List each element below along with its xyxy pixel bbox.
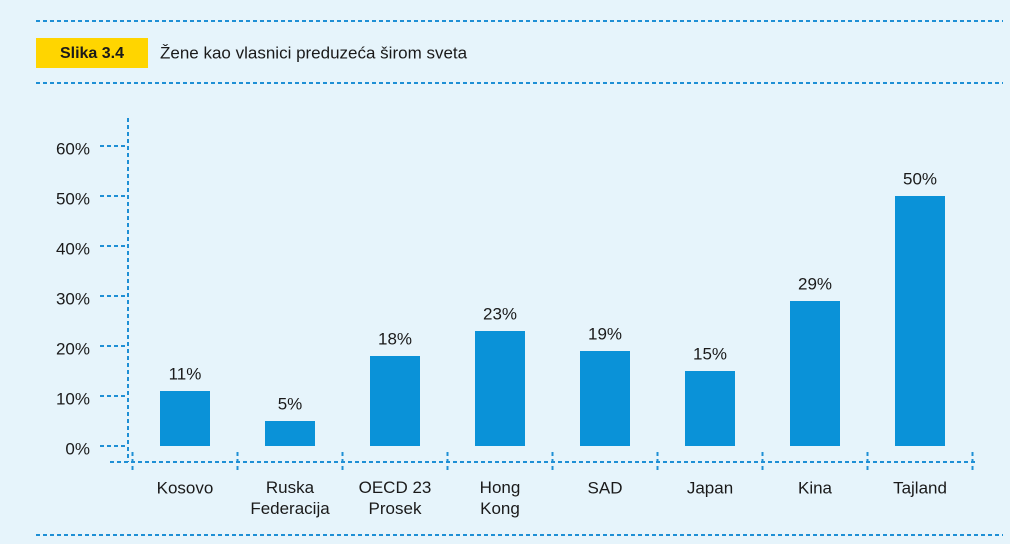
value-label: 50% [903,169,937,188]
x-tick-label: Hong Kong [480,478,521,518]
bar [370,356,420,446]
value-label: 18% [378,329,412,348]
y-tick-label: 40% [56,239,90,258]
value-label: 29% [798,274,832,293]
x-tick-label: OECD 23 Prosek [359,478,432,518]
bar [685,371,735,446]
bar [160,391,210,446]
bar [475,331,525,446]
x-tick-label: Kina [798,478,833,497]
x-tick-label: Ruska Federacija [250,478,330,518]
value-label: 11% [169,364,202,383]
bar [265,421,315,446]
x-tick-label: Kosovo [157,478,214,497]
y-tick-label: 50% [56,189,90,208]
chart-title: Žene kao vlasnici preduzeća širom sveta [160,43,468,62]
bar [790,301,840,446]
y-tick-label: 60% [56,139,90,158]
value-label: 5% [278,394,303,413]
y-tick-label: 20% [56,339,90,358]
x-tick-label: Tajland [893,478,947,497]
y-tick-label: 0% [65,439,90,458]
x-tick-label: SAD [588,478,623,497]
y-tick-label: 10% [56,389,90,408]
bar [580,351,630,446]
figure-label-box [36,38,148,68]
x-tick-label: Japan [687,478,733,497]
y-tick-label: 30% [56,289,90,308]
value-label: 23% [483,304,517,323]
bar [895,196,945,446]
value-label: 19% [588,324,622,343]
value-label: 15% [693,344,727,363]
figure-label: Slika 3.4 [60,45,124,62]
